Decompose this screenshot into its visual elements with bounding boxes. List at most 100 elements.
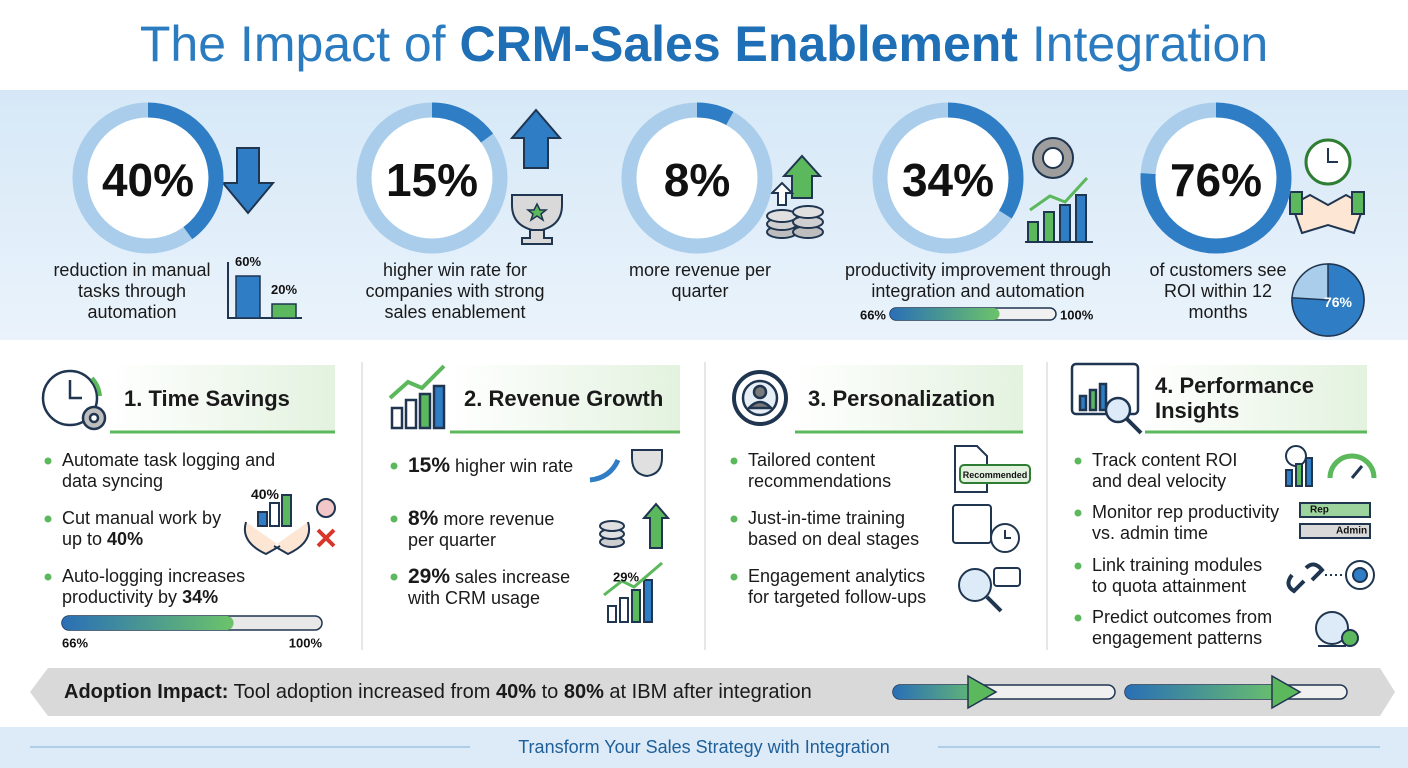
mini-bar-label: 20% — [271, 282, 297, 297]
bullet: Monitor rep productivity vs. admin time — [1092, 502, 1302, 544]
stat-icons — [220, 108, 1366, 245]
bullet: Tailored content recommendations — [748, 450, 938, 492]
figure-label: 29% — [613, 570, 639, 585]
card-title: 2. Revenue Growth — [464, 386, 664, 411]
card-title: 4. Performance Insights — [1155, 373, 1314, 423]
figure-label: 40% — [251, 486, 280, 502]
text: Tailored content recommendations — [748, 450, 892, 491]
text: higher win rate — [450, 456, 574, 476]
stat-description: of customers see ROI within 12 months — [1149, 260, 1287, 322]
figure-label: Admin — [1336, 526, 1367, 537]
banner-arrows — [892, 674, 1348, 710]
text: Cut manual work by up to — [62, 508, 222, 549]
bullet: 15% higher win rate — [408, 455, 608, 477]
bullet-dot — [44, 515, 52, 523]
bold-text: CRM-Sales Enablement — [459, 16, 1018, 72]
bullet-dot — [1074, 509, 1082, 517]
text: Monitor rep productivity vs. admin time — [1092, 502, 1280, 543]
progress-label: 100% — [1060, 308, 1094, 323]
progress-fill — [890, 308, 1000, 320]
bullet: Track content ROI and deal velocity — [1092, 450, 1262, 492]
ring-arc — [356, 102, 508, 254]
card-icons — [41, 362, 1143, 435]
bullet: 29% sales increase with CRM usage — [408, 566, 593, 609]
stat-value: 8% — [664, 154, 730, 206]
stat-value: 34% — [902, 154, 994, 206]
bullet-dot — [1074, 562, 1082, 570]
card-title-boxes — [110, 365, 1367, 434]
text: Predict outcomes from engagement pattern… — [1092, 607, 1273, 648]
card-figures — [244, 445, 1377, 647]
pie-label: 76% — [1324, 294, 1353, 310]
stat-value: 15% — [386, 154, 478, 206]
bold-text: 40% — [496, 681, 537, 703]
text: Automate task logging and data syncing — [62, 450, 276, 491]
text: Integration — [1017, 16, 1269, 72]
text: Link training modules to quota attainmen… — [1092, 555, 1263, 596]
text: The Impact of — [139, 16, 460, 72]
bullet: 8% more revenue per quarter — [408, 508, 578, 551]
title: The Impact of CRM-Sales Enablement Integ… — [0, 12, 1408, 76]
bold-text: 15% — [408, 454, 451, 477]
bullet: Link training modules to quota attainmen… — [1092, 555, 1282, 597]
bullet-dot — [730, 515, 738, 523]
figure-label: Recommended — [963, 470, 1028, 480]
banner — [30, 668, 1395, 716]
mini-bar — [235, 275, 261, 319]
text: Engagement analytics for targeted follow… — [748, 566, 927, 607]
text: Auto-logging increases productivity by — [62, 566, 246, 607]
mini-bar-label: 60% — [235, 254, 261, 269]
bullet-dot — [390, 462, 398, 470]
mini-bar — [271, 303, 297, 319]
banner-text: Adoption Impact: Tool adoption increased… — [64, 680, 812, 704]
bullet: Engagement analytics for targeted follow… — [748, 566, 948, 608]
bold-text: 40% — [107, 529, 144, 549]
footer-text: Transform Your Sales Strategy with Integ… — [518, 737, 890, 757]
ring-arc — [872, 102, 1024, 254]
bullet: Automate task logging and data syncing — [62, 450, 302, 492]
pie-slice — [1291, 263, 1365, 337]
text: Track content ROI and deal velocity — [1092, 450, 1238, 491]
stat-value: 76% — [1170, 154, 1262, 206]
bullet-dot — [44, 573, 52, 581]
bold-text: 29% — [408, 565, 451, 588]
text: at IBM after integration — [603, 681, 812, 703]
progress-fill — [62, 616, 234, 630]
bullet: Just-in-time training based on deal stag… — [748, 508, 948, 550]
bullet-dot — [390, 515, 398, 523]
bullet-dot — [390, 573, 398, 581]
bullet-dot — [1074, 614, 1082, 622]
text: to — [536, 681, 564, 703]
progress-label: 66% — [860, 308, 886, 323]
progress-label: 66% — [62, 636, 88, 651]
bold-text: 8% — [408, 507, 439, 530]
bullet-dot — [730, 457, 738, 465]
bold-text: 80% — [563, 681, 604, 703]
bullet-dot — [730, 573, 738, 581]
bullet-dot — [1074, 457, 1082, 465]
text: more revenue per quarter — [408, 509, 555, 550]
bold-text: Adoption Impact: — [64, 681, 229, 703]
card-title: 1. Time Savings — [124, 386, 290, 411]
stat-description: higher win rate for companies with stron… — [365, 260, 545, 322]
bullet: Cut manual work by up to 40% — [62, 508, 222, 550]
bullet-dot — [44, 457, 52, 465]
stat-value: 40% — [102, 154, 194, 206]
stat-description: productivity improvement through integra… — [844, 260, 1112, 301]
ring-arc — [1140, 102, 1292, 254]
ring-arc — [621, 102, 773, 254]
text: Just-in-time training based on deal stag… — [748, 508, 920, 549]
figure-label: Rep — [1310, 505, 1329, 516]
stat-description: more revenue per quarter — [628, 260, 772, 301]
bullet: Predict outcomes from engagement pattern… — [1092, 607, 1292, 649]
progress-label: 100% — [289, 636, 323, 651]
text: sales increase with CRM usage — [408, 567, 571, 608]
card-title: 3. Personalization — [808, 386, 996, 411]
bullet: Auto-logging increases productivity by 3… — [62, 566, 302, 608]
ring-arc — [72, 102, 224, 254]
stat-description: reduction in manual tasks through automa… — [53, 260, 211, 322]
